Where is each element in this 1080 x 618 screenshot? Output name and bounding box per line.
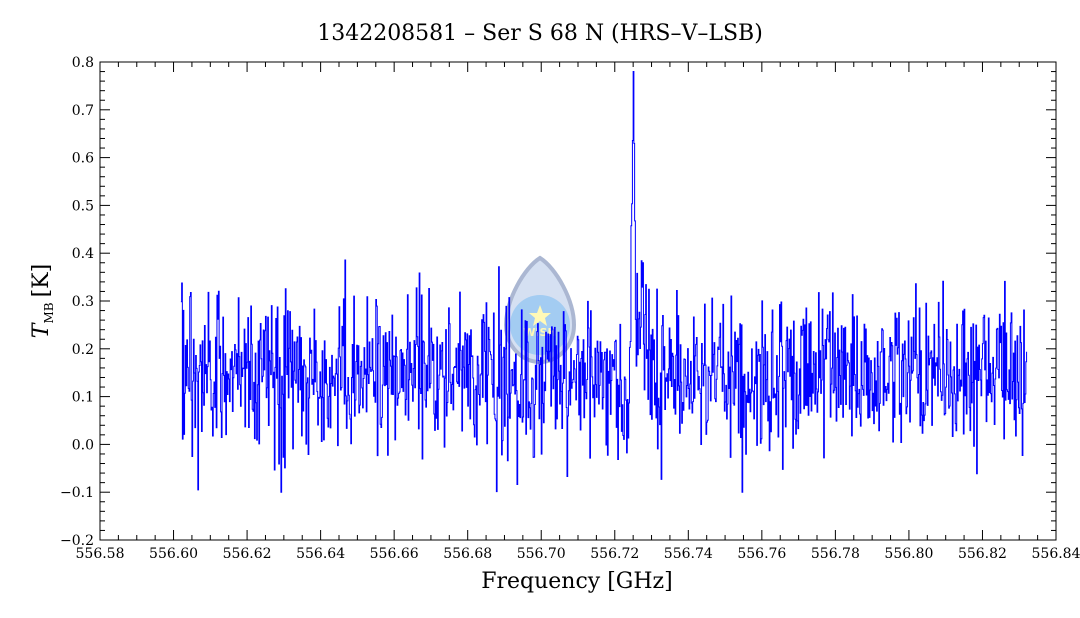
y-tick-label: 0.1 <box>72 390 94 406</box>
x-tick-label: 556.68 <box>443 546 492 562</box>
y-tick-label: 0.8 <box>72 55 94 71</box>
x-tick-label: 556.78 <box>811 546 860 562</box>
y-tick-label: 0.0 <box>72 437 94 453</box>
x-tick-label: 556.66 <box>370 546 419 562</box>
y-tick-label: −0.1 <box>60 485 94 501</box>
y-tick-label: 0.3 <box>72 294 94 310</box>
axis-ticks <box>99 61 1057 541</box>
x-tick-label: 556.74 <box>664 546 713 562</box>
chart-title: 1342208581 – Ser S 68 N (HRS–V–LSB) <box>317 21 763 46</box>
x-tick-label: 556.70 <box>517 546 566 562</box>
y-tick-label: 0.5 <box>72 198 94 214</box>
x-tick-label: 556.80 <box>884 546 933 562</box>
y-axis-subscript: MB <box>42 302 56 323</box>
x-tick-label: 556.58 <box>76 546 125 562</box>
y-axis-symbol: T <box>29 321 54 338</box>
x-axis-label: Frequency [GHz] <box>481 569 673 594</box>
x-tick-label: 556.82 <box>958 546 1007 562</box>
y-axis-label: TMB [K] <box>29 264 56 338</box>
x-tick-label: 556.60 <box>149 546 198 562</box>
x-tick-label: 556.72 <box>590 546 639 562</box>
spectrum-series-line <box>180 71 1028 493</box>
y-axis-unit: [K] <box>29 264 54 298</box>
y-tick-label: 0.4 <box>72 246 94 262</box>
x-tick-label: 556.64 <box>296 546 345 562</box>
y-tick-label: 0.2 <box>72 342 94 358</box>
wish-star-icon <box>529 305 551 326</box>
tick-labels: 556.58 556.60 556.62 556.64 556.66 556.68 556.… <box>60 55 1080 562</box>
y-tick-label: 0.7 <box>72 103 94 119</box>
x-tick-label: 556.62 <box>223 546 272 562</box>
x-tick-label: 556.76 <box>737 546 786 562</box>
x-tick-label: 556.84 <box>1032 546 1080 562</box>
y-tick-label: −0.2 <box>60 533 94 549</box>
svg-text:TMB[K]: TMB [K] <box>29 264 56 338</box>
y-tick-label: 0.6 <box>72 151 94 167</box>
plot-frame <box>99 61 1057 541</box>
